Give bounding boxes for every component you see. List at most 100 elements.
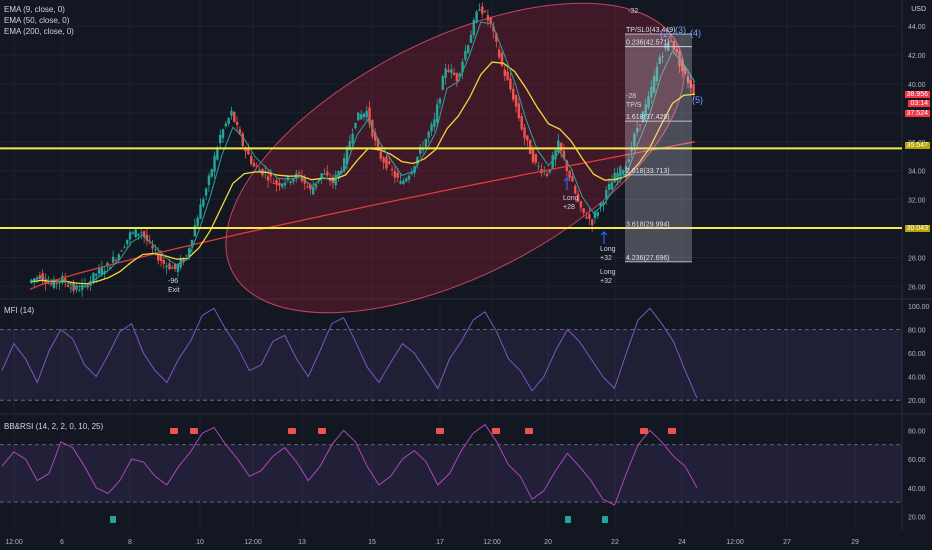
sell-marker bbox=[492, 428, 500, 434]
candle-body bbox=[61, 275, 64, 283]
candle-body bbox=[58, 281, 61, 284]
candle-body bbox=[379, 151, 383, 159]
trade-annotation: Long bbox=[600, 269, 616, 276]
candle-body bbox=[86, 285, 89, 288]
candle-body bbox=[376, 138, 380, 150]
candle-body bbox=[399, 181, 402, 184]
candle-body bbox=[168, 263, 171, 270]
candle-body bbox=[357, 112, 360, 121]
candle-body bbox=[275, 180, 278, 185]
trade-annotation-sub: TP/S bbox=[626, 102, 642, 109]
candle-body bbox=[450, 69, 453, 73]
candle-body bbox=[562, 151, 566, 159]
candle-body bbox=[224, 123, 228, 127]
candle-body bbox=[537, 166, 540, 168]
candle-body bbox=[559, 142, 563, 152]
candle-body bbox=[557, 140, 560, 153]
mfi-y-tick: 100.00 bbox=[908, 304, 930, 311]
x-tick-label: 17 bbox=[436, 539, 444, 546]
candle-body bbox=[78, 290, 81, 292]
candle-body bbox=[419, 146, 422, 155]
y-tick-label: 44.00 bbox=[908, 24, 926, 31]
price-tag-level-1: 35.547 bbox=[904, 142, 930, 149]
mfi-y-tick: 80.00 bbox=[908, 327, 926, 334]
ema50-line bbox=[29, 61, 696, 285]
mfi-y-tick: 40.00 bbox=[908, 375, 926, 382]
candle-body bbox=[47, 282, 50, 284]
candle-body bbox=[190, 239, 194, 248]
candle-body bbox=[342, 157, 346, 172]
candle-body bbox=[385, 156, 388, 169]
x-tick-label: 22 bbox=[611, 539, 619, 546]
candle-body bbox=[365, 110, 368, 118]
candle-body bbox=[33, 278, 36, 281]
candle-body bbox=[613, 172, 616, 183]
candle-body bbox=[388, 161, 391, 164]
candle-body bbox=[142, 231, 146, 237]
candle-body bbox=[512, 88, 515, 100]
price-tag-last: 38.956 bbox=[904, 91, 930, 98]
candle-body bbox=[576, 194, 580, 202]
candle-body bbox=[131, 232, 135, 234]
candle-body bbox=[531, 148, 535, 163]
trade-annotation-sub: Exit bbox=[168, 287, 180, 294]
candle-body bbox=[593, 212, 597, 219]
legend-ema50[interactable]: EMA (50, close, 0) bbox=[4, 16, 70, 25]
candle-body bbox=[582, 208, 585, 213]
candle-body bbox=[486, 15, 490, 21]
candle-body bbox=[292, 178, 295, 182]
fib-label: 3.618(29.994) bbox=[626, 222, 670, 229]
candle-body bbox=[571, 176, 574, 182]
buy-marker bbox=[110, 516, 116, 523]
legend-ema9[interactable]: EMA (9, close, 0) bbox=[4, 5, 65, 14]
x-tick-label: 12:00 bbox=[483, 539, 501, 546]
legend-ema200[interactable]: EMA (200, close, 0) bbox=[4, 27, 74, 36]
wave-label: (4) bbox=[690, 28, 701, 38]
x-tick-label: 20 bbox=[544, 539, 552, 546]
candle-body bbox=[289, 181, 292, 184]
candle-body bbox=[548, 169, 552, 173]
mfi-title[interactable]: MFI (14) bbox=[4, 306, 35, 315]
x-tick-label: 12:00 bbox=[5, 539, 23, 546]
candle-body bbox=[590, 219, 594, 226]
trade-annotation: Long bbox=[563, 195, 579, 202]
bbrsi-title[interactable]: BB&RSI (14, 2, 2, 0, 10, 25) bbox=[4, 422, 104, 431]
candle-body bbox=[272, 182, 275, 184]
candle-body bbox=[624, 166, 628, 173]
candle-body bbox=[345, 147, 349, 165]
mfi-y-tick: 60.00 bbox=[908, 351, 926, 358]
candle-body bbox=[655, 66, 659, 82]
candle-body bbox=[427, 131, 430, 138]
candle-body bbox=[444, 68, 447, 78]
candle-body bbox=[497, 49, 501, 58]
candle-body bbox=[55, 283, 58, 285]
candle-body bbox=[689, 79, 692, 89]
candle-body bbox=[554, 149, 557, 160]
candle-body bbox=[675, 48, 678, 53]
candle-body bbox=[661, 56, 664, 58]
candle-body bbox=[509, 78, 512, 90]
candle-body bbox=[475, 11, 478, 23]
candle-body bbox=[543, 171, 546, 173]
candle-body bbox=[390, 169, 394, 171]
candle-body bbox=[362, 113, 366, 118]
candle-body bbox=[354, 122, 357, 129]
candle-body bbox=[137, 233, 140, 236]
candle-body bbox=[52, 279, 56, 288]
trade-annotation: -28 bbox=[626, 93, 636, 100]
candle-body bbox=[647, 96, 650, 108]
candle-body bbox=[238, 129, 242, 134]
y-tick-label: 32.00 bbox=[908, 198, 926, 205]
candle-body bbox=[120, 250, 123, 252]
y-tick-label: 28.00 bbox=[908, 255, 926, 262]
candle-body bbox=[320, 173, 323, 179]
candle-body bbox=[188, 248, 191, 257]
candle-body bbox=[38, 275, 42, 279]
sell-marker bbox=[525, 428, 533, 434]
candle-body bbox=[193, 225, 197, 237]
candle-body bbox=[95, 273, 98, 276]
candle-body bbox=[41, 273, 44, 281]
buy-marker bbox=[565, 516, 571, 523]
candle-body bbox=[171, 267, 174, 269]
